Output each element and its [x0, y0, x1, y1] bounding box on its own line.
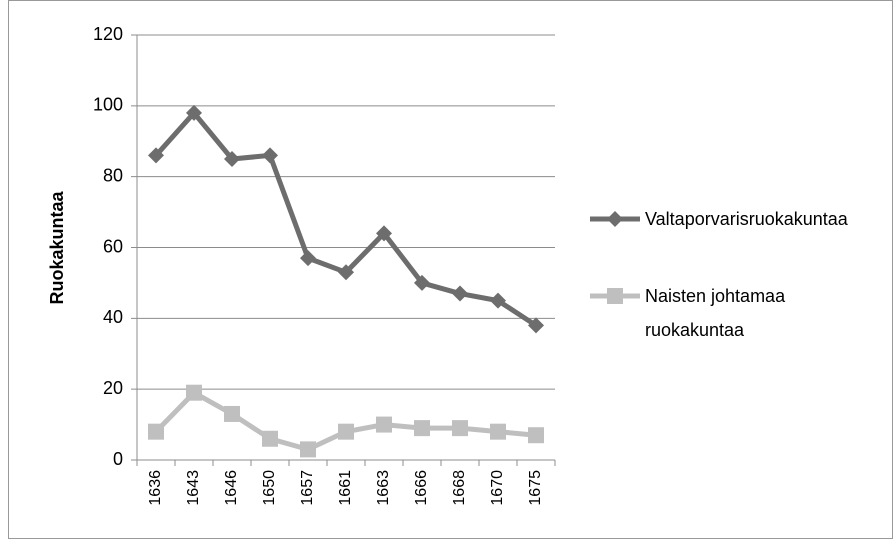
y-tick-label: 20 — [103, 378, 123, 398]
legend-label: Valtaporvarisruokakuntaa — [645, 209, 848, 229]
y-tick-label: 0 — [113, 449, 123, 469]
series-line — [154, 110, 538, 328]
x-tick-label: 1663 — [375, 470, 392, 506]
y-tick-label: 40 — [103, 307, 123, 327]
data-point — [148, 423, 164, 440]
x-tick-label: 1643 — [185, 470, 202, 506]
data-point — [186, 384, 202, 401]
data-point — [376, 416, 392, 433]
data-point — [490, 423, 506, 440]
x-tick-label: 1646 — [223, 470, 240, 506]
data-point — [224, 150, 240, 167]
x-tick-label: 1670 — [489, 470, 506, 506]
data-point — [148, 147, 164, 164]
data-point — [376, 225, 392, 242]
y-tick-label: 60 — [103, 236, 123, 256]
x-tick-label: 1650 — [261, 470, 278, 506]
data-point — [338, 264, 354, 281]
data-point — [490, 292, 506, 309]
y-axis-label: Ruokakuntaa — [47, 190, 67, 304]
data-point — [224, 405, 240, 422]
data-point — [414, 274, 430, 291]
x-tick-label: 1668 — [451, 470, 468, 506]
data-point — [452, 285, 468, 302]
x-tick-label: 1661 — [337, 470, 354, 506]
y-tick-label: 80 — [103, 165, 123, 185]
data-point — [300, 250, 316, 267]
series-line — [154, 390, 537, 452]
data-point — [300, 441, 316, 458]
x-tick-label: 1675 — [527, 470, 544, 506]
data-point — [414, 420, 430, 437]
data-point — [262, 147, 278, 164]
data-point — [452, 420, 468, 437]
data-point — [528, 317, 544, 334]
legend-marker — [607, 211, 623, 227]
data-point — [186, 104, 202, 121]
y-tick-label: 100 — [93, 95, 123, 115]
x-tick-label: 1657 — [299, 470, 316, 506]
legend-marker — [607, 288, 623, 304]
data-point — [338, 423, 354, 440]
data-point — [262, 430, 278, 447]
x-tick-label: 1666 — [413, 470, 430, 506]
x-tick-label: 1636 — [147, 470, 164, 506]
chart-frame — [8, 0, 893, 539]
legend-label: Naisten johtamaa ruokakuntaa — [645, 286, 786, 340]
y-tick-label: 120 — [93, 24, 123, 44]
data-point — [528, 427, 544, 444]
